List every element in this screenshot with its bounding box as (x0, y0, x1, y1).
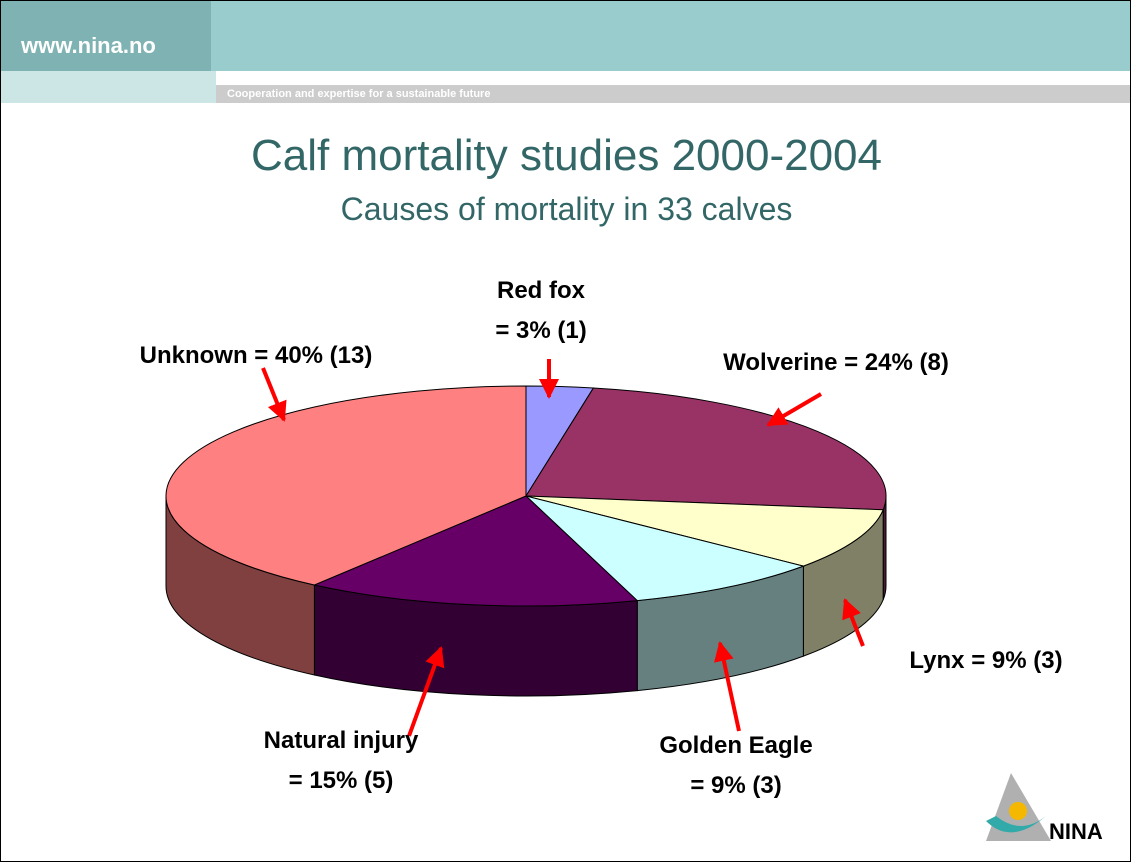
slice-label: Natural injury = 15% (5) (211, 721, 471, 801)
logo-mark (986, 773, 1051, 841)
category-label: Red fox (496, 277, 585, 304)
slice (165, 385, 527, 586)
arrows (261, 359, 865, 737)
arrow (407, 646, 445, 737)
slice-label: Unknown = 40% (13) (81, 336, 431, 376)
tagline-bar (216, 85, 1130, 103)
category-label: Lynx (909, 647, 965, 674)
value-label: = 9% (3) (971, 647, 1063, 674)
value-label: = 3% (1) (495, 317, 587, 344)
slice-label: Wolverine = 24% (8) (681, 343, 991, 383)
value-label: = 9% (3) (690, 772, 782, 799)
chart-subtitle: Causes of mortality in 33 calves (340, 191, 793, 227)
slice (524, 495, 806, 602)
value-label: = 40% (13) (254, 342, 373, 369)
arrow (842, 598, 865, 647)
category-label: Unknown (139, 342, 248, 369)
arrow (766, 392, 823, 427)
arrow (261, 367, 287, 422)
arrow (714, 641, 741, 732)
slice-label: Lynx = 9% (3) (851, 641, 1121, 681)
category-label: Golden Eagle (659, 732, 813, 759)
logo-text: NINA (1049, 819, 1103, 844)
header-strip (1, 71, 216, 103)
slice-label: Red fox = 3% (1) (441, 271, 641, 351)
category-label: Wolverine (723, 349, 838, 376)
value-label: = 15% (5) (288, 767, 394, 794)
slice-label: Golden Eagle = 9% (3) (601, 726, 871, 806)
slice (525, 495, 884, 567)
site-box (1, 1, 211, 71)
chart-title: Calf mortality studies 2000-2004 (251, 131, 882, 180)
site-url[interactable]: www.nina.no (21, 33, 156, 58)
category-label: Natural injury (263, 727, 419, 754)
slice (525, 387, 887, 511)
pie (165, 385, 887, 697)
slice (312, 495, 639, 607)
value-label: = 24% (8) (844, 349, 949, 376)
tagline: Cooperation and expertise for a sustaina… (227, 88, 491, 100)
